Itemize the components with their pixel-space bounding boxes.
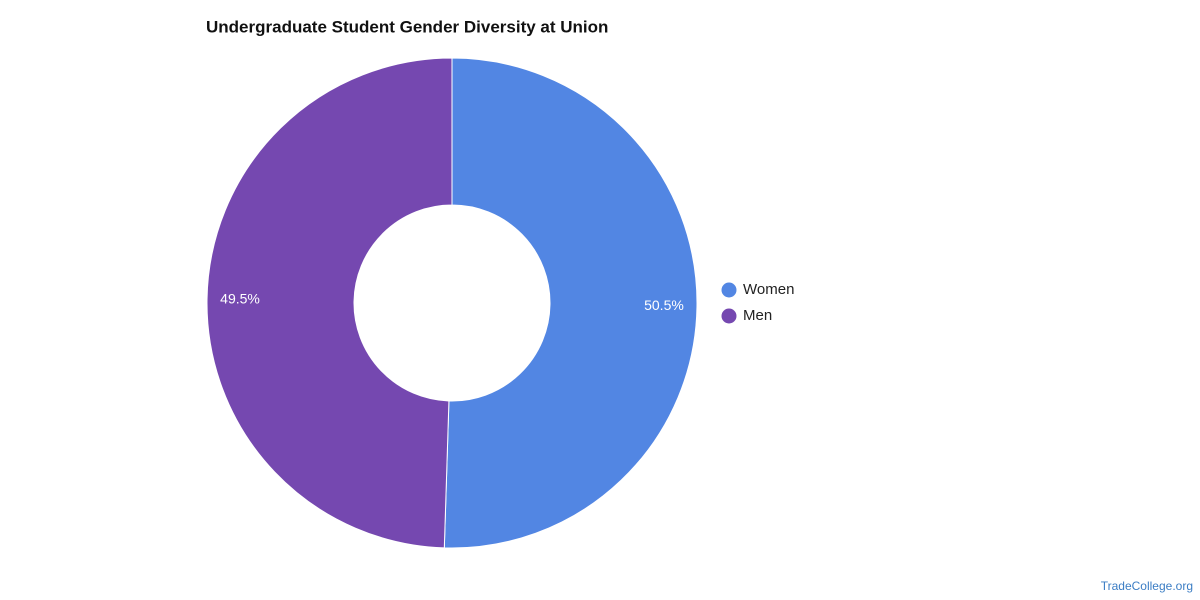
donut-slice — [206, 57, 453, 549]
legend-label: Women — [743, 281, 794, 298]
source-link[interactable]: TradeCollege.org — [1101, 579, 1193, 593]
data-label: 49.5% — [220, 290, 260, 306]
legend-label: Men — [743, 307, 772, 324]
legend-marker — [721, 308, 737, 324]
chart-title: Undergraduate Student Gender Diversity a… — [206, 17, 608, 36]
data-label: 50.5% — [644, 297, 684, 313]
donut-slice — [443, 57, 698, 549]
legend-marker — [721, 282, 737, 298]
